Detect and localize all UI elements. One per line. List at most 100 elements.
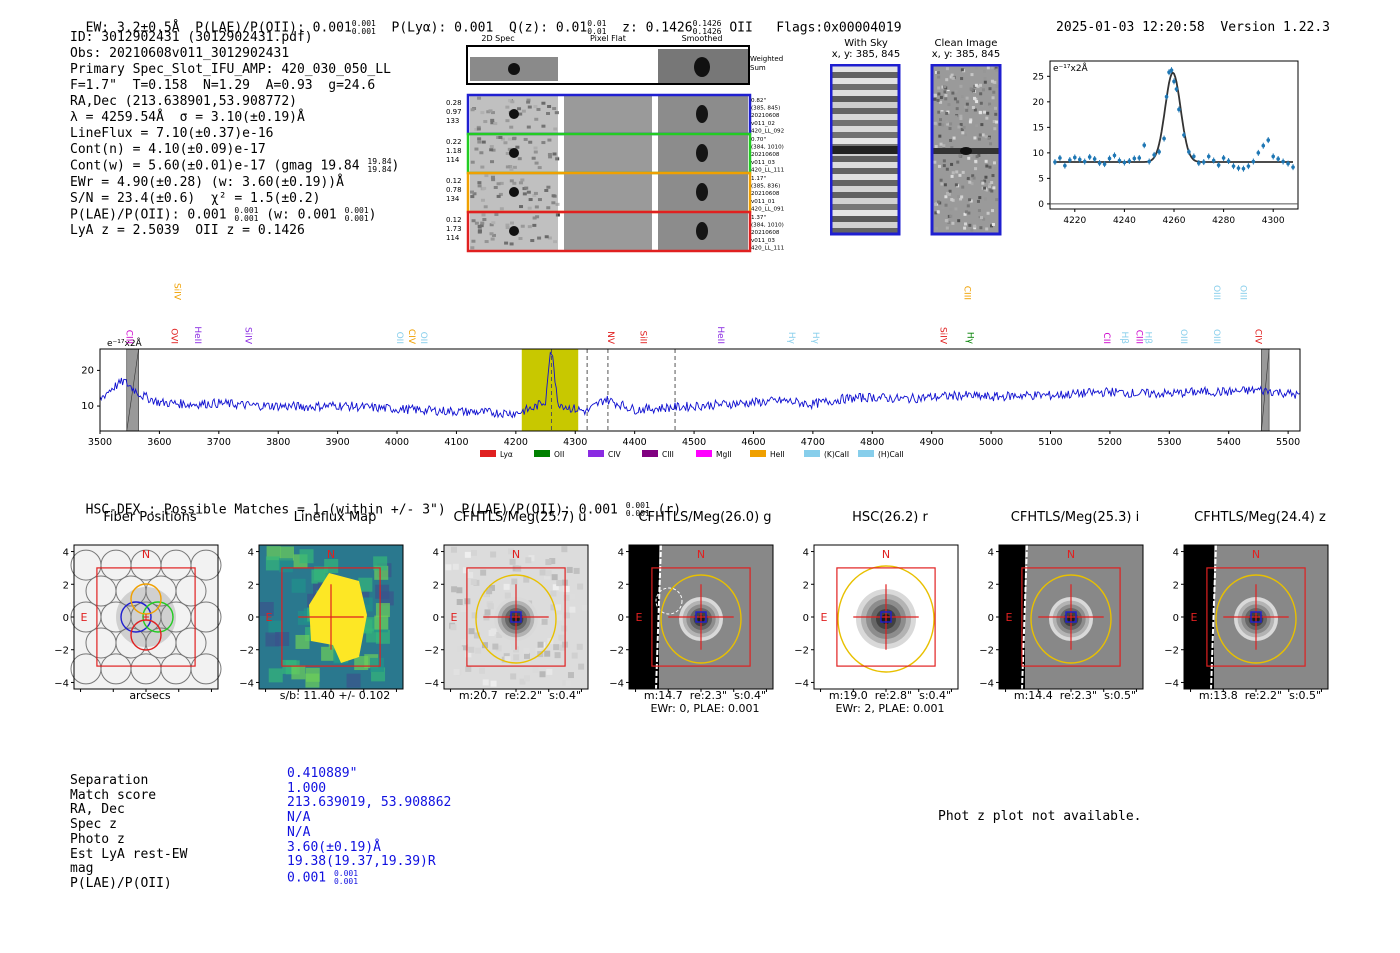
fit-point xyxy=(1177,107,1181,112)
clean-noise-pixel xyxy=(973,224,977,228)
clean-noise-pixel xyxy=(964,105,968,109)
east-label: E xyxy=(821,611,828,624)
clean-noise-pixel xyxy=(974,83,978,87)
line-fit-chart: 0 5 10 15 20 25 4220 4240 4260 4280 4300 e⁻¹⁷x2Å xyxy=(1033,60,1299,226)
fit-point xyxy=(1058,156,1062,160)
y-tick-label: −4 xyxy=(239,678,254,689)
y-tick-label: −4 xyxy=(609,678,624,689)
fit-point xyxy=(1187,150,1191,154)
image-noise xyxy=(549,558,556,565)
x-tick-label: 4400 xyxy=(623,437,647,448)
search-box xyxy=(1021,567,1121,667)
panel-title: CFHTLS/Meg(25.3) i xyxy=(1010,510,1140,525)
image-noise xyxy=(581,605,588,612)
clean-noise-pixel xyxy=(938,122,942,126)
x-tick-label: −2 xyxy=(1216,696,1231,697)
cutout-row-meta: 0.70" xyxy=(751,137,766,143)
line-label: OIII xyxy=(1211,329,1221,344)
image-noise xyxy=(563,594,570,601)
cutout-row-meta: 420_LL_092 xyxy=(751,128,784,134)
line-label: OVI xyxy=(168,328,178,344)
clean-noise-pixel xyxy=(967,211,971,215)
panel-caption: m:14.7 re:2.3" s:0.4" EWr: 0, PLAE: 0.00… xyxy=(643,689,767,715)
clean-noise-pixel xyxy=(980,216,984,220)
y-tick-label: −2 xyxy=(794,646,809,657)
clean-noise-pixel xyxy=(984,175,988,179)
cutout-row-stat: 1.18 xyxy=(446,147,462,155)
cutout-pixelflat xyxy=(564,96,652,133)
sky-stripe xyxy=(832,198,898,204)
clean-noise-pixel xyxy=(992,161,996,165)
y-tick-label: −4 xyxy=(794,678,809,689)
clean-noise-pixel xyxy=(951,76,955,80)
image-noise xyxy=(563,612,570,619)
info-line: λ = 4259.54Å σ = 3.10(±0.19)Å xyxy=(70,110,305,125)
image-noise xyxy=(481,642,488,649)
clean-noise-pixel xyxy=(941,206,945,210)
x-tick-label: −4 xyxy=(258,696,273,697)
line-label: Hβ xyxy=(1143,331,1153,344)
line-label: Hγ xyxy=(964,332,974,345)
cutout-row-stat: 1.73 xyxy=(446,225,462,233)
image-noise xyxy=(456,599,463,606)
with-sky-image xyxy=(832,66,898,234)
fit-point xyxy=(1256,151,1261,155)
clean-noise-pixel xyxy=(950,174,954,178)
clean-noise-pixel xyxy=(985,164,989,168)
sky-stripe xyxy=(832,120,898,126)
y-tick-label: −2 xyxy=(1164,646,1179,657)
cutout-row-meta: 20210608 xyxy=(751,152,780,158)
clean-noise-pixel xyxy=(933,121,937,125)
lineflux-pixel xyxy=(369,657,384,672)
clean-noise-pixel xyxy=(958,173,962,177)
clean-noise-pixel xyxy=(954,115,958,119)
image-noise xyxy=(567,672,574,679)
line-label: OIII xyxy=(1211,285,1221,300)
legend-label: (K)CaII xyxy=(824,450,849,459)
lineflux-pixel xyxy=(278,558,293,573)
y-tick-label: 10 xyxy=(81,401,94,412)
panel-caption: m:13.8 re:2.2" s:0.5" xyxy=(1198,689,1322,702)
fit-point xyxy=(1206,154,1211,159)
panel-title: Fiber Positions xyxy=(103,510,197,525)
line-label: HeII xyxy=(715,326,725,344)
search-box xyxy=(281,567,381,667)
image-edge xyxy=(1184,545,1214,689)
y-tick-label: −2 xyxy=(54,646,69,657)
sky-source-trace xyxy=(832,146,898,154)
clean-noise-pixel xyxy=(948,127,952,131)
panel-image: N E −4 −4 −2 −2 0 0 2 2 4 4 xyxy=(54,544,222,697)
fit-point xyxy=(1291,165,1295,169)
fiber-highlight xyxy=(120,601,152,633)
x-tick-label: 0 xyxy=(1068,696,1074,697)
sky-stripe xyxy=(832,66,898,72)
clean-noise-pixel xyxy=(961,185,965,189)
image-noise xyxy=(452,563,459,570)
clean-noise-pixel xyxy=(965,108,969,112)
cutout-row-stat: 0.12 xyxy=(446,216,462,224)
plae-value: P(LAE)/P(OII): 0.001 xyxy=(195,20,352,36)
clean-noise-pixel xyxy=(980,180,984,184)
clean-noise-pixel xyxy=(977,217,981,221)
plae-frac: 0.001 0.001 xyxy=(234,206,258,223)
clean-noise-pixel xyxy=(960,94,964,98)
north-label: N xyxy=(697,548,705,561)
clean-noise-pixel xyxy=(979,101,983,105)
target-box xyxy=(1250,611,1262,623)
clean-noise-pixel xyxy=(954,207,958,211)
x-tick-label: 4260 xyxy=(1163,216,1186,226)
clean-noise-pixel xyxy=(950,146,954,150)
panel-caption: m:14.4 re:2.3" s:0.5" xyxy=(1013,689,1137,702)
image-noise xyxy=(550,590,557,597)
match-label: Match score xyxy=(70,787,157,803)
z-frac: 0.1426 0.1426 xyxy=(693,20,722,36)
clean-noise-pixel xyxy=(988,102,992,106)
clean-noise-pixel xyxy=(949,214,953,218)
clean-noise-pixel xyxy=(974,159,978,163)
x-tick-label: 4 xyxy=(763,696,769,697)
fit-point xyxy=(1276,157,1280,161)
info-line: Obs: 20210608v011_3012902431 xyxy=(70,46,290,61)
x-tick-label: −2 xyxy=(661,696,676,697)
line-label: SiIV xyxy=(243,327,253,345)
